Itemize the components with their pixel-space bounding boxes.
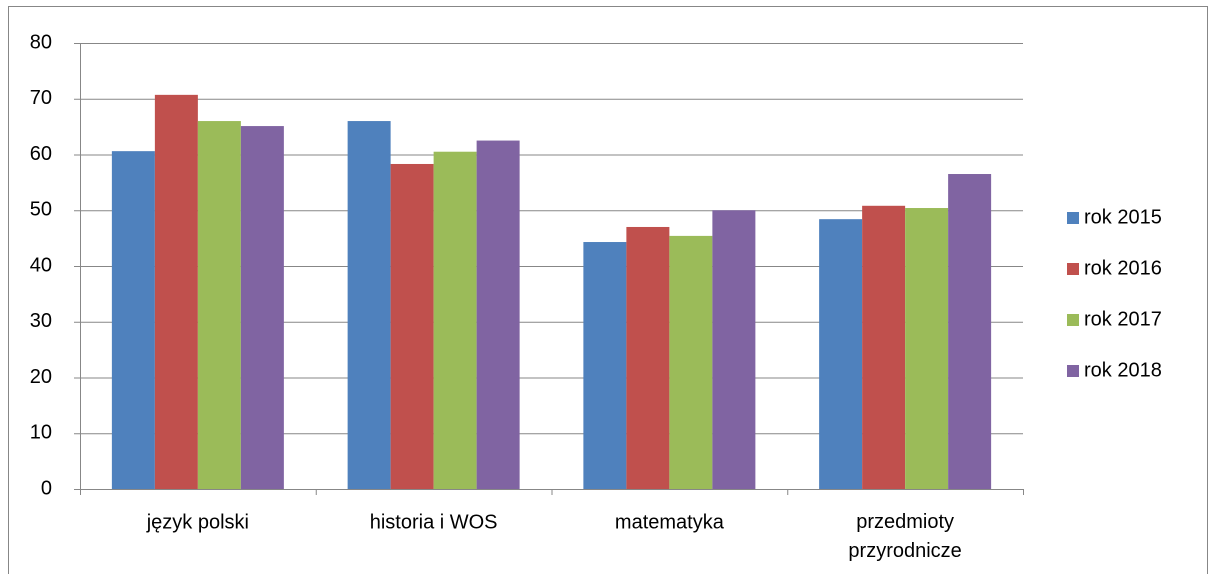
legend-swatch [1067,365,1079,377]
legend-swatch [1067,212,1079,224]
y-tick-label: 10 [30,422,52,444]
y-tick-label: 80 [30,31,52,53]
bar [862,205,906,490]
y-tick-label: 20 [30,366,52,388]
bar [154,94,198,489]
bar [583,242,627,489]
x-tick-label: historia i WOS [370,511,498,533]
bar [669,235,713,489]
bar [948,174,992,489]
legend-swatch [1067,263,1079,275]
bar [347,121,391,490]
y-tick-label: 60 [30,143,52,165]
x-tick-label: język polski [146,511,249,533]
bar [433,151,477,489]
x-tick-label: matematyka [615,511,725,533]
bar [476,140,520,489]
y-tick-label: 40 [30,254,52,276]
bar [905,208,949,489]
legend-label: rok 2016 [1084,257,1162,279]
bar [240,126,284,489]
bar [819,219,863,490]
legend-swatch [1067,314,1079,326]
y-tick-label: 30 [30,310,52,332]
bar [712,210,756,489]
bar [626,226,670,489]
y-tick-label: 50 [30,199,52,221]
bar [197,121,241,490]
y-tick-label: 70 [30,87,52,109]
legend-label: rok 2018 [1084,359,1162,381]
y-tick-label: 0 [41,477,52,499]
chart-frame [8,6,1208,574]
x-tick-label: przedmioty przyrodnicze [848,511,961,562]
bar [111,151,155,489]
legend-label: rok 2017 [1084,308,1162,330]
bar [390,163,434,490]
legend-label: rok 2015 [1084,206,1162,228]
